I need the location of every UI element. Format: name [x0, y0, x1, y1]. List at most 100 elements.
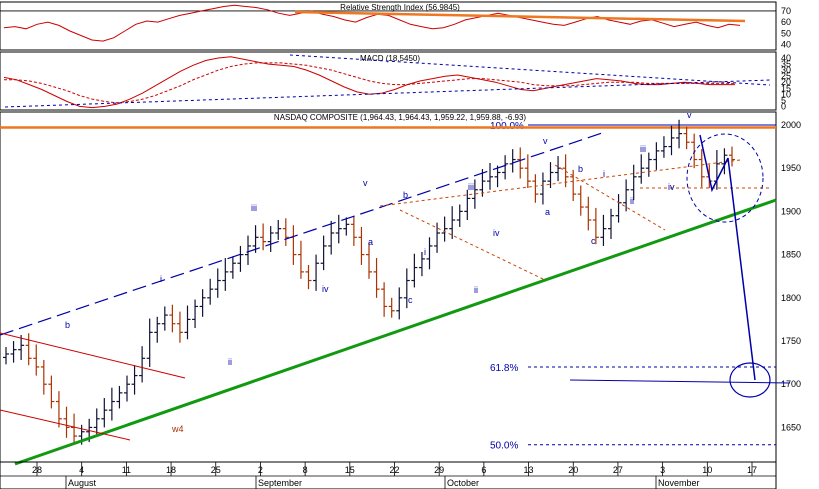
- price-bar: [449, 206, 456, 240]
- price-bar: [101, 398, 108, 428]
- price-bar: [721, 148, 728, 175]
- target-circle: [729, 362, 771, 398]
- price-bar: [487, 162, 493, 190]
- price-bar: [192, 299, 199, 329]
- price-bar: [660, 136, 667, 158]
- macd-upper-trendline: [289, 54, 771, 86]
- wave-label: i: [603, 169, 605, 179]
- macd-title: MACD (18.5450): [360, 54, 420, 63]
- projection-arrow: [727, 157, 756, 381]
- macd-tick-label: 20: [781, 77, 791, 87]
- price-bar: [222, 258, 229, 291]
- price-bar: [245, 235, 251, 265]
- rsi-resistance-line: [294, 10, 746, 23]
- price-bar: [63, 406, 70, 438]
- rsi-tick-label: 70: [781, 6, 791, 16]
- price-bar: [199, 289, 206, 317]
- price-bar: [623, 179, 630, 212]
- price-bar: [630, 164, 637, 201]
- orange-dashed-upper: [379, 159, 741, 207]
- rsi-tick-label: 50: [781, 28, 791, 38]
- price-bar: [18, 334, 25, 361]
- price-bar: [426, 237, 433, 270]
- price-tick-label: 1950: [781, 163, 801, 173]
- price-bar: [524, 154, 531, 189]
- price-bar: [358, 226, 365, 265]
- wave-label: c: [591, 236, 596, 246]
- red-channel-lower: [0, 409, 131, 441]
- x-tick-label: 4: [79, 465, 84, 475]
- price-bar: [328, 220, 335, 255]
- red-channel-upper: [0, 332, 186, 379]
- macd-tick-label: 35: [781, 59, 791, 69]
- x-tick-label: 17: [747, 465, 757, 475]
- wave-label: b: [578, 164, 583, 174]
- price-bar: [411, 253, 418, 288]
- price-bar: [441, 216, 448, 242]
- price-bar: [539, 172, 546, 205]
- wave-label: iii: [468, 182, 474, 192]
- price-bar: [434, 222, 441, 253]
- fib-label: 50.0%: [490, 441, 518, 452]
- price-bar: [676, 119, 683, 149]
- price-bar: [668, 125, 675, 156]
- price-bar: [252, 225, 259, 253]
- wave-label: iii: [251, 203, 257, 213]
- price-bar: [381, 282, 388, 317]
- price-bar: [638, 154, 645, 184]
- price-bar: [207, 278, 214, 305]
- price-bar: [418, 252, 425, 277]
- wave-label: b: [403, 190, 408, 200]
- wave-label: a: [545, 207, 550, 217]
- price-bar: [55, 391, 62, 428]
- price-tick-label: 1650: [781, 422, 801, 432]
- price-bar: [146, 318, 153, 367]
- wave-label: ii: [474, 285, 478, 295]
- price-bar: [698, 149, 705, 188]
- price-bar: [116, 385, 123, 409]
- price-bar: [494, 165, 501, 188]
- target-horizontal-line: [569, 379, 791, 384]
- x-tick-label: 10: [702, 465, 712, 475]
- price-bar: [592, 207, 599, 245]
- price-tick-label: 1750: [781, 336, 801, 346]
- price-bar: [161, 306, 168, 331]
- price-bar: [585, 196, 592, 231]
- price-bar: [517, 147, 524, 179]
- price-bar: [93, 408, 100, 435]
- wave-label: c: [408, 295, 413, 305]
- rsi-tick-label: 40: [781, 39, 791, 49]
- x-tick-label: 20: [568, 465, 578, 475]
- wave-label: iv: [493, 228, 500, 238]
- price-bar: [305, 264, 312, 290]
- rsi-panel: Relative Strength Index (56.9845) 405060…: [0, 1, 791, 51]
- wave-label: iv: [322, 284, 329, 294]
- wave-label: v: [543, 136, 548, 146]
- price-bar: [154, 316, 161, 343]
- month-label: September: [258, 478, 302, 488]
- price-bar: [176, 311, 183, 343]
- wave-label: i: [424, 247, 426, 257]
- price-bar: [335, 214, 342, 244]
- macd-tick-label: 10: [781, 89, 791, 99]
- price-bar: [373, 258, 380, 298]
- macd-tick-label: 30: [781, 65, 791, 75]
- price-bar: [3, 347, 9, 365]
- macd-frame: [0, 51, 777, 111]
- wave-label: iii: [640, 144, 646, 154]
- price-bar: [10, 341, 17, 363]
- price-bar: [570, 169, 577, 202]
- wave-label: v: [363, 178, 368, 188]
- orange-dashed-lower: [399, 209, 546, 281]
- wave-label: w4: [171, 424, 184, 434]
- macd-line: [3, 56, 735, 109]
- price-bar: [388, 297, 395, 318]
- projection-zigzag: [699, 134, 729, 193]
- price-bar: [471, 179, 478, 209]
- price-bar: [229, 256, 236, 279]
- time-axis: 28 4 11 18 25 2 8 15 22 29 6 13 20 27 3 10 17 August Sept…: [0, 461, 777, 489]
- price-bar: [608, 208, 614, 240]
